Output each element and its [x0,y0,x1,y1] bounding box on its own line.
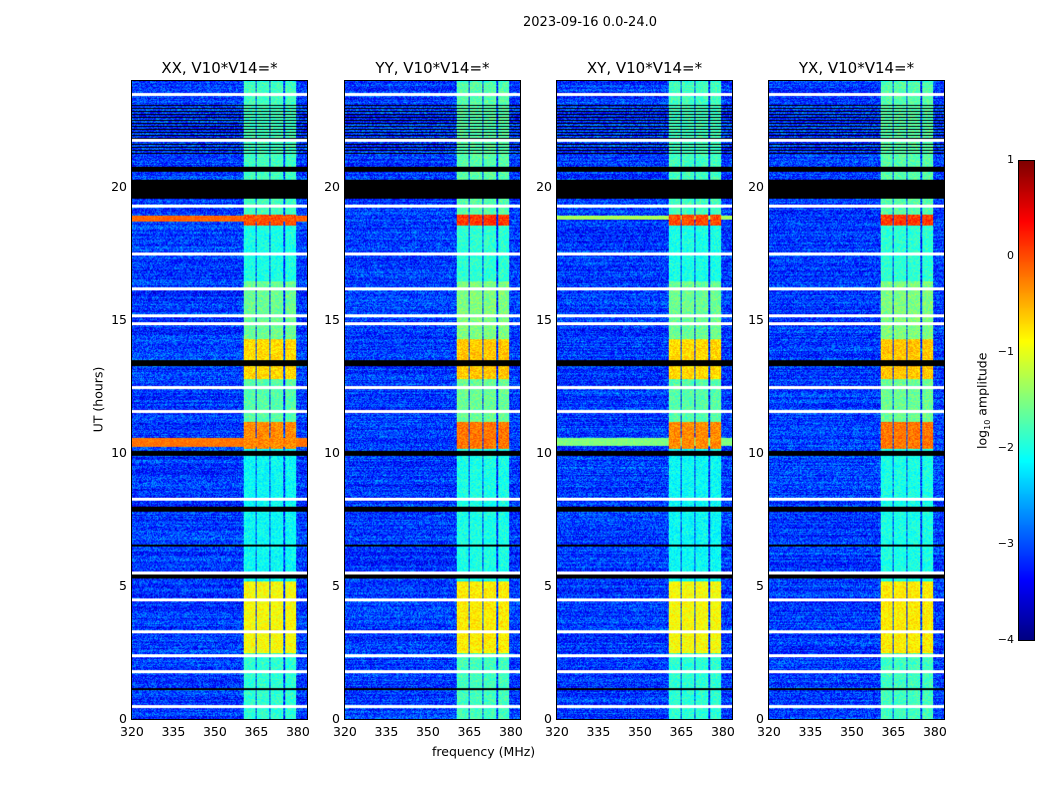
colorbar [1018,160,1035,641]
spectrogram-panel-2 [556,80,733,720]
x-tick-label: 350 [202,724,227,739]
y-tick-label: 0 [332,711,340,726]
heatmap-image [769,81,944,719]
heatmap-image [557,81,732,719]
x-tick-label: 320 [120,724,144,739]
x-tick-label: 365 [669,724,694,739]
x-tick-label: 335 [161,724,186,739]
spectrogram-panel-3 [768,80,945,720]
y-tick-label: 5 [756,577,764,593]
y-tick-label: 10 [748,444,764,460]
x-tick-label: 380 [710,724,735,739]
y-tick-label: 10 [111,444,127,460]
x-axis-label: frequency (MHz) [432,744,536,759]
x-tick-label: 320 [333,724,357,739]
colorbar-tick-label: −3 [997,537,1014,550]
y-tick-label: 10 [324,444,340,460]
y-axis-label: UT (hours) [90,366,106,433]
y-tick-label: 20 [536,178,552,194]
y-tick-label: 5 [332,577,340,593]
x-tick-label: 350 [415,724,440,739]
spectrogram-panel-1 [344,80,521,720]
x-tick-label: 335 [374,724,399,739]
x-tick-label: 380 [285,724,310,739]
y-tick-label: 0 [119,711,127,726]
x-tick-label: 350 [627,724,652,739]
x-tick-label: 365 [881,724,906,739]
x-tick-label: 350 [839,724,864,739]
colorbar-tick-label: −1 [997,345,1014,358]
panel-title: XY, V10*V14=* [586,59,703,77]
y-tick-label: 20 [748,178,764,194]
x-tick-label: 365 [244,724,269,739]
x-tick-label: 335 [798,724,823,739]
x-tick-label: 365 [457,724,482,739]
y-tick-label: 10 [536,444,552,460]
colorbar-tick-label: −4 [997,633,1014,646]
x-tick-label: 380 [922,724,947,739]
x-tick-label: 380 [498,724,523,739]
heatmap-image [345,81,520,719]
y-tick-label: 20 [111,178,127,194]
colorbar-tick-label: 0 [1007,249,1014,262]
x-tick-label: 335 [586,724,611,739]
y-tick-label: 0 [544,711,552,726]
panel-title: YY, V10*V14=* [375,59,490,77]
heatmap-image [132,81,307,719]
y-tick-label: 15 [111,311,127,327]
y-tick-label: 15 [536,311,552,327]
y-tick-label: 0 [756,711,764,726]
figure-title: 2023-09-16 0.0-24.0 [523,15,657,30]
y-tick-label: 15 [324,311,340,327]
colorbar-tick-label: −2 [997,441,1014,454]
x-tick-label: 320 [757,724,781,739]
colorbar-tick-label: 1 [1007,153,1014,166]
y-tick-label: 5 [119,577,127,593]
y-tick-label: 20 [324,178,340,194]
panel-title: XX, V10*V14=* [161,59,278,77]
panel-title: YX, V10*V14=* [798,59,915,77]
y-tick-label: 5 [544,577,552,593]
y-tick-label: 15 [748,311,764,327]
x-tick-label: 320 [545,724,569,739]
spectrogram-panel-0 [131,80,308,720]
